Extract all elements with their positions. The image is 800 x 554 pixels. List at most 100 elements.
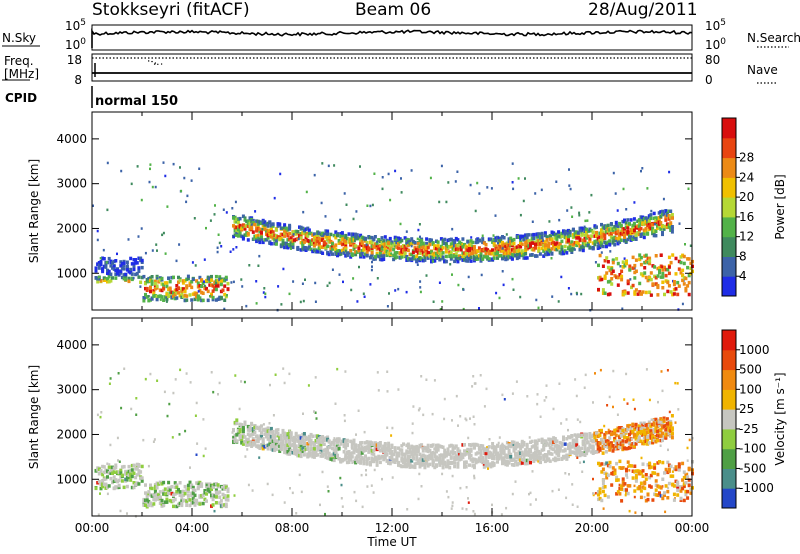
heatmap-cell <box>111 465 114 470</box>
heatmap-cell <box>425 461 429 465</box>
heatmap-cell <box>329 250 333 254</box>
heatmap-cell <box>509 444 513 449</box>
heatmap-cell <box>487 237 491 241</box>
heatmap-cell <box>535 242 539 246</box>
heatmap-cell <box>119 264 123 268</box>
heatmap-cell <box>426 245 430 250</box>
heatmap-cell <box>221 487 225 491</box>
heatmap-cell <box>644 259 648 264</box>
heatmap-cell <box>609 443 613 447</box>
heatmap-cell <box>487 467 489 470</box>
heatmap-cell <box>637 426 641 431</box>
heatmap-cell <box>591 448 595 452</box>
heatmap-cell <box>509 251 513 256</box>
heatmap-cell <box>426 455 430 460</box>
heatmap-cell <box>563 244 567 249</box>
heatmap-cell <box>611 258 615 262</box>
heatmap-cell <box>448 452 452 457</box>
heatmap-cell <box>328 281 331 285</box>
heatmap-cell <box>593 239 597 244</box>
heatmap-cell <box>511 492 514 496</box>
heatmap-cell <box>534 192 537 195</box>
y-tick-label: 2000 <box>56 221 87 235</box>
heatmap-cell <box>449 245 453 249</box>
heatmap-cell <box>623 239 626 243</box>
heatmap-cell <box>362 449 366 453</box>
heatmap-cell <box>638 253 642 257</box>
heatmap-cell <box>342 280 344 284</box>
heatmap-cell <box>644 226 648 231</box>
heatmap-cell <box>334 249 338 253</box>
heatmap-cell <box>250 440 254 444</box>
heatmap-cell <box>186 493 190 498</box>
heatmap-cell <box>633 263 637 268</box>
heatmap-cell <box>452 244 455 248</box>
heatmap-cell <box>311 241 315 246</box>
heatmap-cell <box>140 464 144 469</box>
heatmap-cell <box>139 470 143 474</box>
heatmap-cell <box>408 447 412 452</box>
freq-left-tick: 18 <box>67 53 82 67</box>
heatmap-cell <box>497 239 501 243</box>
heatmap-cell <box>443 455 447 459</box>
heatmap-cell <box>651 282 655 286</box>
heatmap-cell <box>370 456 374 460</box>
heatmap-cell <box>665 422 669 426</box>
heatmap-cell <box>515 249 519 253</box>
heatmap-cell <box>408 460 412 465</box>
heatmap-cell <box>317 244 321 248</box>
heatmap-cell <box>369 204 372 208</box>
heatmap-cell <box>497 241 501 246</box>
heatmap-cell <box>312 244 316 248</box>
heatmap-cell <box>373 446 377 450</box>
heatmap-cell <box>571 450 575 455</box>
heatmap-cell <box>331 268 334 271</box>
heatmap-cell <box>666 280 670 285</box>
heatmap-cell <box>246 219 250 223</box>
heatmap-cell <box>345 236 349 241</box>
heatmap-cell <box>687 273 691 278</box>
heatmap-cell <box>286 443 290 447</box>
heatmap-cell <box>583 234 587 238</box>
heatmap-cell <box>553 232 557 237</box>
heatmap-cell <box>601 451 605 455</box>
heatmap-cell <box>611 269 615 273</box>
heatmap-cell <box>289 432 293 437</box>
heatmap-cell <box>345 203 348 206</box>
heatmap-cell <box>293 449 296 453</box>
heatmap-cell <box>365 446 369 450</box>
heatmap-cell <box>162 489 166 493</box>
heatmap-cell <box>665 417 669 421</box>
heatmap-cell <box>474 257 478 261</box>
heatmap-cell <box>185 277 189 282</box>
heatmap-cell <box>520 251 524 255</box>
heatmap-cell <box>331 453 334 457</box>
heatmap-cell <box>628 441 631 445</box>
heatmap-cell <box>548 220 551 223</box>
heatmap-cell <box>126 263 129 267</box>
heatmap-cell <box>349 249 353 253</box>
heatmap-cell <box>289 443 293 448</box>
heatmap-cell <box>312 241 316 246</box>
heatmap-cell <box>676 382 679 385</box>
heatmap-cell <box>241 235 245 240</box>
heatmap-cell <box>537 249 541 253</box>
heatmap-cell <box>557 448 561 453</box>
heatmap-cell <box>475 238 478 241</box>
heatmap-cell <box>101 269 105 274</box>
heatmap-cell <box>299 225 303 230</box>
heatmap-cell <box>520 461 524 465</box>
heatmap-cell <box>464 417 467 420</box>
heatmap-cell <box>428 238 432 242</box>
heatmap-cell <box>648 261 652 266</box>
heatmap-cell <box>659 214 663 219</box>
heatmap-cell <box>359 253 363 257</box>
heatmap-cell <box>258 227 262 231</box>
heatmap-cell <box>172 291 175 295</box>
heatmap-cell <box>106 161 109 165</box>
heatmap-cell <box>555 241 559 245</box>
heatmap-cell <box>193 297 197 302</box>
heatmap-cell <box>671 292 675 297</box>
heatmap-cell <box>515 256 519 261</box>
heatmap-cell <box>168 287 172 292</box>
